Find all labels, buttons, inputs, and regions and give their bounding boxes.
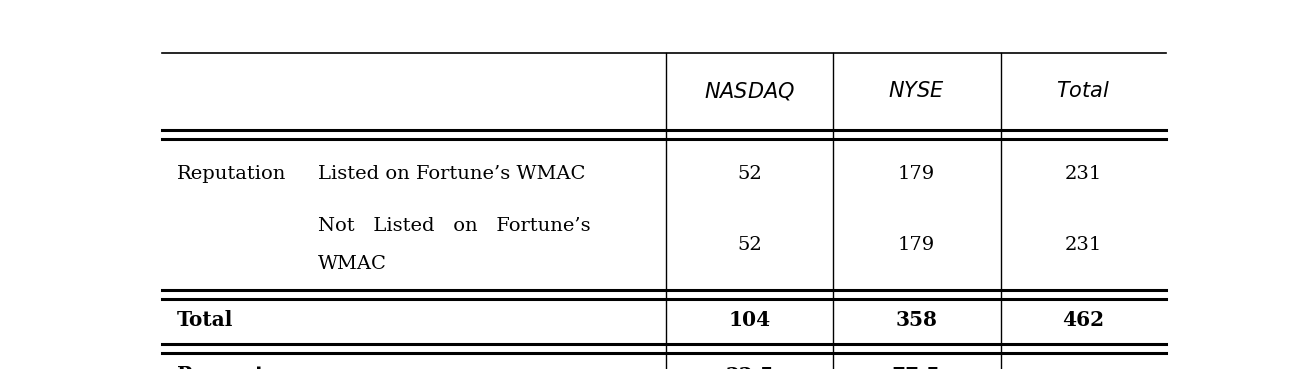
Text: Not   Listed   on   Fortune’s: Not Listed on Fortune’s bbox=[318, 217, 590, 235]
Text: Listed on Fortune’s WMAC: Listed on Fortune’s WMAC bbox=[318, 165, 584, 183]
Text: $\mathbf{\mathit{Total}}$: $\mathbf{\mathit{Total}}$ bbox=[1056, 81, 1111, 101]
Text: 22,5: 22,5 bbox=[726, 365, 774, 369]
Text: $\mathbf{\mathit{NASDAQ}}$: $\mathbf{\mathit{NASDAQ}}$ bbox=[704, 80, 796, 102]
Text: Percentage: Percentage bbox=[178, 365, 305, 369]
Text: $\mathbf{\mathit{NYSE}}$: $\mathbf{\mathit{NYSE}}$ bbox=[888, 81, 945, 101]
Text: Reputation: Reputation bbox=[178, 165, 286, 183]
Text: 462: 462 bbox=[1061, 310, 1104, 330]
Text: 52: 52 bbox=[737, 165, 762, 183]
Text: 52: 52 bbox=[737, 236, 762, 254]
Text: 179: 179 bbox=[898, 165, 934, 183]
Text: 231: 231 bbox=[1064, 165, 1102, 183]
Text: WMAC: WMAC bbox=[318, 255, 386, 273]
Text: 179: 179 bbox=[898, 236, 934, 254]
Text: Total: Total bbox=[178, 310, 233, 330]
Text: 231: 231 bbox=[1064, 236, 1102, 254]
Text: 77,5: 77,5 bbox=[892, 365, 941, 369]
Text: 358: 358 bbox=[896, 310, 937, 330]
Text: 104: 104 bbox=[728, 310, 771, 330]
